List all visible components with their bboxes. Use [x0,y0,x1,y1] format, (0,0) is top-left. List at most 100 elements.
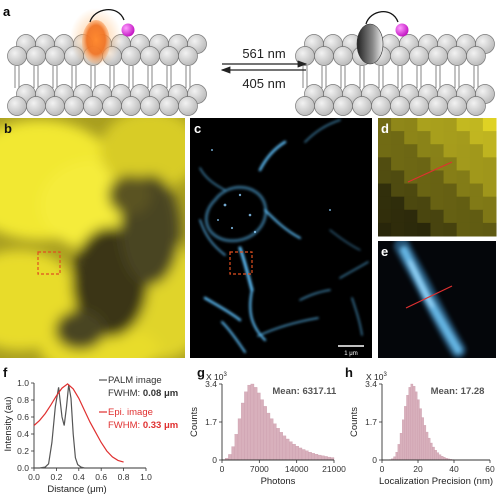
membrane-bead [333,96,353,116]
panel-d-widefield-zoom: d [378,118,497,237]
photon-mean-label: Mean: 6317.11 [272,386,337,397]
membrane-left [7,34,207,116]
epi-fwhm: FWHM: 0.33 μm [108,420,178,431]
profile-line-e [405,285,453,309]
panel-label-f: f [3,365,8,380]
pixel [391,118,405,132]
pixel [430,118,445,132]
photon-bar [253,387,258,461]
precision-histogram: 0 20 40 60 0 1.7 3.4 Localization Precision (nm… [349,372,495,487]
precision-x-tick-label: 20 [413,464,423,474]
pixel-grid [378,118,497,237]
precision-bar [410,383,414,461]
pixel [378,209,392,224]
photon-x-tick-label: 0 [220,464,225,474]
photon-bar [285,438,290,461]
photon-x-tick-label: 14000 [285,464,309,474]
precision-bar [427,437,431,461]
x-tick-label: 0.8 [118,472,130,482]
pixel [430,209,445,224]
roi-box-b [37,251,61,275]
membrane-bead [26,96,46,116]
precision-bar [423,425,427,461]
membrane-bead [178,96,198,116]
pixel [456,144,471,158]
photon-bar [257,392,261,461]
pixel [417,131,431,145]
pixel [443,170,458,185]
membrane-bead [409,46,429,66]
photon-bar [295,445,299,461]
x-tick-label: 0.4 [73,472,85,482]
pixel [417,118,431,132]
photon-bar [298,447,303,461]
pixel [456,209,471,224]
photon-y-multiplier: X 103 [206,372,228,382]
precision-bar [430,442,433,461]
profile-xlabel: Distance (μm) [47,484,106,495]
fluorophore-on [70,8,135,68]
palm-legend-label: PALM image [108,375,162,386]
photon-bar [273,423,277,461]
pixel [469,144,484,158]
membrane-bead [45,96,65,116]
precision-bar [438,454,442,461]
y-tick-label: 0.8 [17,395,29,405]
palm-profile-line [34,384,85,469]
pixel [482,118,497,132]
pixel [417,183,431,198]
pixel [443,183,458,198]
pixel [417,170,431,185]
photon-y-tick-label: 3.4 [205,379,217,389]
membrane-bead [83,96,103,116]
pixel [469,209,484,224]
pixel [456,196,471,211]
pixel [430,222,445,237]
precision-bar [432,446,435,461]
pixel [443,157,458,171]
pixel [417,157,431,171]
panel-label-a: a [3,4,11,19]
pixel [430,170,445,185]
photon-bar [241,402,245,461]
forward-wavelength: 561 nm [242,46,285,61]
pixel [469,222,484,237]
pixel [404,222,418,237]
precision-bar [434,450,437,461]
photon-bar [292,443,296,461]
pixel [469,118,484,132]
lipid-tail [128,66,134,88]
precision-x-tick-label: 40 [449,464,459,474]
precision-y-tick-label: 3.4 [365,379,377,389]
fluorophore-off [356,11,409,65]
photon-ylabel: Counts [189,407,200,437]
photon-bar [247,384,251,461]
membrane-right [295,34,495,116]
lipid-tail [378,66,384,88]
reverse-wavelength: 405 nm [242,76,285,91]
pixel [482,170,497,185]
membrane-bead [466,96,486,116]
lipid-tail [302,66,308,88]
roi-box-c [229,251,253,275]
photon-bar [276,428,280,461]
pixel [378,170,392,185]
photon-bar [308,452,312,461]
photon-bar [250,383,255,461]
pixel [456,157,471,171]
membrane-bead [295,96,315,116]
lipid-tail [185,66,191,88]
pixel [469,196,484,211]
epi-profile-line [33,383,124,463]
lipid-tail [340,66,346,88]
membrane-bead [121,96,141,116]
lipid-tail [52,66,58,88]
precision-bar [406,395,409,461]
membrane-bead [390,96,410,116]
photon-bar [231,446,235,461]
pixel [482,222,497,237]
photon-bar [314,454,319,461]
pixel [456,131,471,145]
membrane-bead [178,46,198,66]
pixel [391,196,405,211]
